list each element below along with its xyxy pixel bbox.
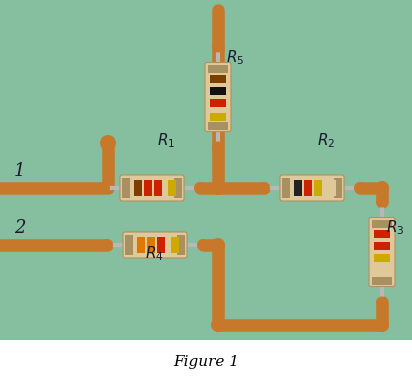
Bar <box>374 230 390 238</box>
Circle shape <box>354 182 366 194</box>
FancyBboxPatch shape <box>369 217 395 287</box>
Circle shape <box>101 239 113 251</box>
Bar <box>314 180 322 196</box>
Circle shape <box>194 182 206 194</box>
Bar <box>208 65 228 73</box>
FancyBboxPatch shape <box>123 232 187 258</box>
Circle shape <box>98 182 110 194</box>
Bar <box>137 237 145 253</box>
Circle shape <box>100 135 116 151</box>
Circle shape <box>375 318 389 332</box>
FancyBboxPatch shape <box>205 62 231 132</box>
Circle shape <box>212 141 224 153</box>
Bar <box>334 178 342 198</box>
Text: $R_2$: $R_2$ <box>317 131 335 150</box>
Text: Figure 1: Figure 1 <box>173 355 239 369</box>
Bar <box>134 180 142 196</box>
Bar <box>374 268 390 276</box>
Text: $R_5$: $R_5$ <box>226 48 244 67</box>
Bar <box>157 237 165 253</box>
FancyBboxPatch shape <box>280 175 344 201</box>
Bar <box>282 178 290 198</box>
Bar <box>125 235 133 255</box>
Bar <box>210 113 226 121</box>
Bar <box>294 180 302 196</box>
Text: $R_1$: $R_1$ <box>157 131 176 150</box>
Bar <box>210 87 226 95</box>
Bar <box>372 220 392 227</box>
Text: $R_4$: $R_4$ <box>145 244 164 263</box>
Bar <box>208 121 228 129</box>
Circle shape <box>197 239 209 251</box>
Circle shape <box>211 318 225 332</box>
Bar <box>304 180 312 196</box>
Circle shape <box>211 238 225 252</box>
FancyBboxPatch shape <box>120 175 184 201</box>
Bar <box>210 99 226 107</box>
Bar <box>177 235 185 255</box>
Circle shape <box>376 297 388 308</box>
Bar <box>174 178 182 198</box>
Text: 1: 1 <box>14 162 26 180</box>
Text: 2: 2 <box>14 219 26 237</box>
Bar <box>210 75 226 83</box>
Bar <box>154 180 162 196</box>
Circle shape <box>375 181 389 195</box>
Bar <box>144 180 152 196</box>
Bar <box>168 180 176 196</box>
Bar <box>171 237 179 253</box>
Text: $R_3$: $R_3$ <box>386 218 405 237</box>
Circle shape <box>211 181 225 195</box>
Bar <box>374 242 390 250</box>
Bar <box>372 276 392 285</box>
Bar <box>147 237 155 253</box>
Circle shape <box>212 41 224 53</box>
Bar <box>374 254 390 262</box>
Bar <box>122 178 130 198</box>
Bar <box>328 180 336 196</box>
Circle shape <box>258 182 270 194</box>
Circle shape <box>376 196 388 208</box>
